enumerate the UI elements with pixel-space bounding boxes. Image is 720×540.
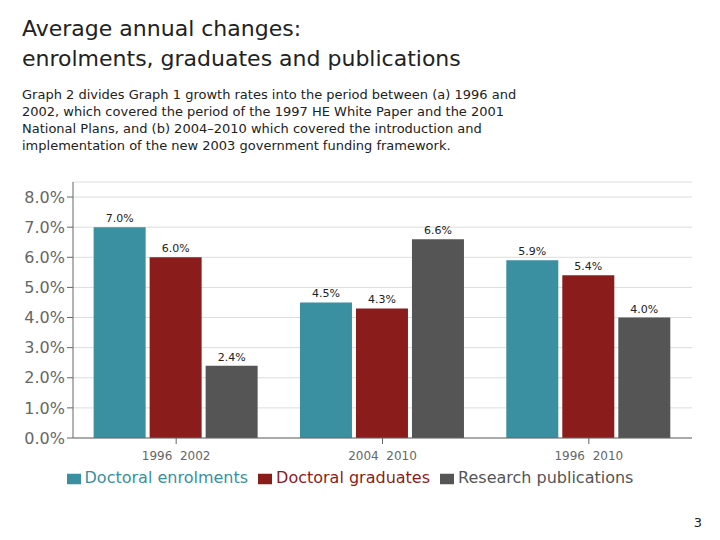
svg-text:6.6%: 6.6% xyxy=(424,224,452,237)
svg-text:5.0%: 5.0% xyxy=(24,278,65,297)
svg-text:5.9%: 5.9% xyxy=(518,245,546,258)
html-text:implementation of the new 2003: implementation of the new 2003 governmen… xyxy=(22,138,451,153)
html-text:Graph 2 divides Graph 1 growth: Graph 2 divides Graph 1 growth rates int… xyxy=(22,87,517,102)
svg-text:4.0%: 4.0% xyxy=(630,303,658,316)
svg-text:7.0%: 7.0% xyxy=(24,218,65,237)
svg-text:7.0%: 7.0% xyxy=(106,212,134,225)
svg-text:2004 2010: 2004 2010 xyxy=(348,449,417,463)
html-text:3: 3 xyxy=(693,515,702,530)
html-text:2002, which covered the period: 2002, which covered the period of the 19… xyxy=(22,104,505,119)
svg-text:4.0%: 4.0% xyxy=(24,308,65,327)
html-text:National Plans, and (b) 2004–2: National Plans, and (b) 2004–2010 which … xyxy=(22,121,482,136)
svg-text:6.0%: 6.0% xyxy=(24,248,65,267)
html-text:Research publications: Research publications xyxy=(458,468,634,487)
svg-text:2.0%: 2.0% xyxy=(24,368,65,387)
svg-text:6.0%: 6.0% xyxy=(162,242,190,255)
html-text:Doctoral enrolments: Doctoral enrolments xyxy=(84,468,249,487)
html-text:Doctoral graduates: Doctoral graduates xyxy=(276,468,430,487)
html-text:enrolments, graduates and publ: enrolments, graduates and publications xyxy=(22,46,461,71)
svg-text:1996 2010: 1996 2010 xyxy=(554,449,623,463)
html-text:Average annual changes:: Average annual changes: xyxy=(22,16,302,41)
svg-text:3.0%: 3.0% xyxy=(24,338,65,357)
svg-text:8.0%: 8.0% xyxy=(24,188,65,207)
svg-text:1.0%: 1.0% xyxy=(24,399,65,418)
svg-text:1996 2002: 1996 2002 xyxy=(142,449,211,463)
svg-text:2.4%: 2.4% xyxy=(218,351,246,364)
svg-text:4.3%: 4.3% xyxy=(368,293,396,306)
svg-text:0.0%: 0.0% xyxy=(24,429,65,448)
svg-text:4.5%: 4.5% xyxy=(312,287,340,300)
svg-text:5.4%: 5.4% xyxy=(574,260,602,273)
